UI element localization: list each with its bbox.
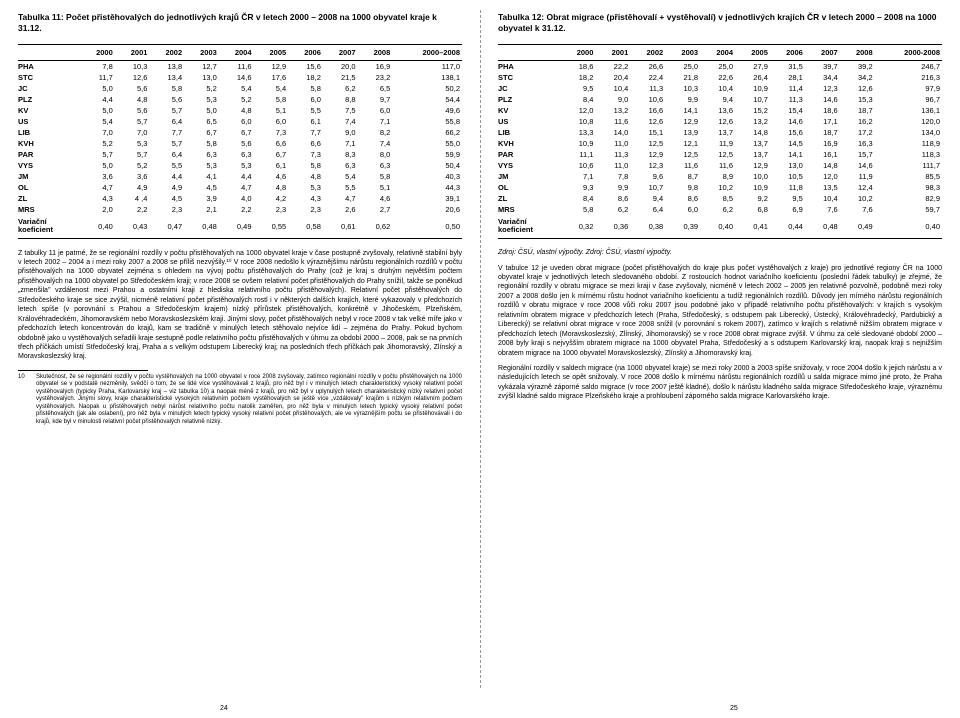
table-row: US10,811,612,612,912,613,214,617,116,212… — [498, 116, 942, 127]
source-line: Zdroj: ČSÚ, vlastní výpočty. Zdroj: ČSÚ,… — [498, 249, 942, 256]
table12-title: Tabulka 12: Obrat migrace (přistěhovalí … — [498, 12, 942, 34]
table-row: KV12,013,216,614,113,615,215,418,618,713… — [498, 105, 942, 116]
page-number-left: 24 — [220, 705, 228, 712]
footnote-text: Skutečnost, že se regionální rozdíly v p… — [36, 374, 462, 427]
table-row: STC11,712,613,413,014,617,618,221,523,21… — [18, 72, 462, 83]
table-row: VYS10,611,012,311,611,612,913,014,814,61… — [498, 160, 942, 171]
table-row: KVH5,25,35,75,85,66,66,67,17,455,0 — [18, 138, 462, 149]
table-row: OL9,39,910,79,810,210,911,813,512,498,3 — [498, 182, 942, 193]
table-row: MRS5,86,26,46,06,26,86,97,67,659,7 — [498, 204, 942, 215]
table-row: LIB13,314,015,113,913,714,815,618,717,21… — [498, 127, 942, 138]
table-row: OL4,74,94,94,54,74,85,35,55,144,3 — [18, 182, 462, 193]
table-row: US5,45,76,46,56,06,06,17,47,155,8 — [18, 116, 462, 127]
right-page: Tabulka 12: Obrat migrace (přistěhovalí … — [480, 0, 960, 718]
right-paragraph-1: V tabulce 12 je uveden obrat migrace (po… — [498, 264, 942, 358]
table-row: PAR11,111,312,912,512,513,714,116,115,71… — [498, 149, 942, 160]
footnote-number: 10 — [18, 374, 36, 427]
table-row: JM7,17,89,68,78,910,010,512,011,985,5 — [498, 171, 942, 182]
table-row: KVH10,911,012,512,111,913,714,516,916,31… — [498, 138, 942, 149]
table-row: JC5,05,65,85,25,45,45,86,26,550,2 — [18, 83, 462, 94]
left-paragraph: Z tabulky 11 je patrné, že se regionální… — [18, 249, 462, 362]
right-paragraph-2: Regionální rozdíly v saldech migrace (na… — [498, 364, 942, 402]
table-row: VYS5,05,25,55,35,36,15,86,36,350,4 — [18, 160, 462, 171]
table12: 2000200120022003200420052006200720082000… — [498, 44, 942, 239]
footnote-10: 10 Skutečnost, že se regionální rozdíly … — [18, 374, 462, 427]
table-row: PLZ4,44,85,65,35,25,86,08,89,754,4 — [18, 94, 462, 105]
table-row-coefficient: Variačníkoeficient0,400,430,470,480,490,… — [18, 215, 462, 238]
table11-title: Tabulka 11: Počet přistěhovalých do jedn… — [18, 12, 462, 34]
table11: 2000200120022003200420052006200720082000… — [18, 44, 462, 239]
table-row-coefficient: Variačníkoeficient0,320,360,380,390,400,… — [498, 215, 942, 238]
table-row: JM3,63,64,44,14,44,64,85,45,840,3 — [18, 171, 462, 182]
table-row: ZL4,34 ,44,53,94,04,24,34,74,639,1 — [18, 193, 462, 204]
page-number-right: 25 — [730, 705, 738, 712]
table-row: PHA7,810,313,812,711,612,915,620,016,911… — [18, 61, 462, 73]
footnote-separator — [18, 370, 148, 371]
table-row: PHA18,622,226,625,025,027,931,539,739,22… — [498, 61, 942, 73]
table-row: PLZ8,49,010,69,99,410,711,314,615,396,7 — [498, 94, 942, 105]
left-page: Tabulka 11: Počet přistěhovalých do jedn… — [0, 0, 480, 718]
table-row: MRS2,02,22,32,12,22,32,32,62,720,6 — [18, 204, 462, 215]
table-row: KV5,05,65,75,04,85,15,57,56,049,6 — [18, 105, 462, 116]
table-row: LIB7,07,07,76,76,77,37,79,08,266,2 — [18, 127, 462, 138]
table-row: STC18,220,422,421,822,626,428,134,434,22… — [498, 72, 942, 83]
table-row: PAR5,75,76,46,36,36,77,38,38,059,9 — [18, 149, 462, 160]
table-row: ZL8,48,69,48,68,59,29,510,410,282,9 — [498, 193, 942, 204]
table-row: JC9,510,411,310,310,410,911,412,312,697,… — [498, 83, 942, 94]
